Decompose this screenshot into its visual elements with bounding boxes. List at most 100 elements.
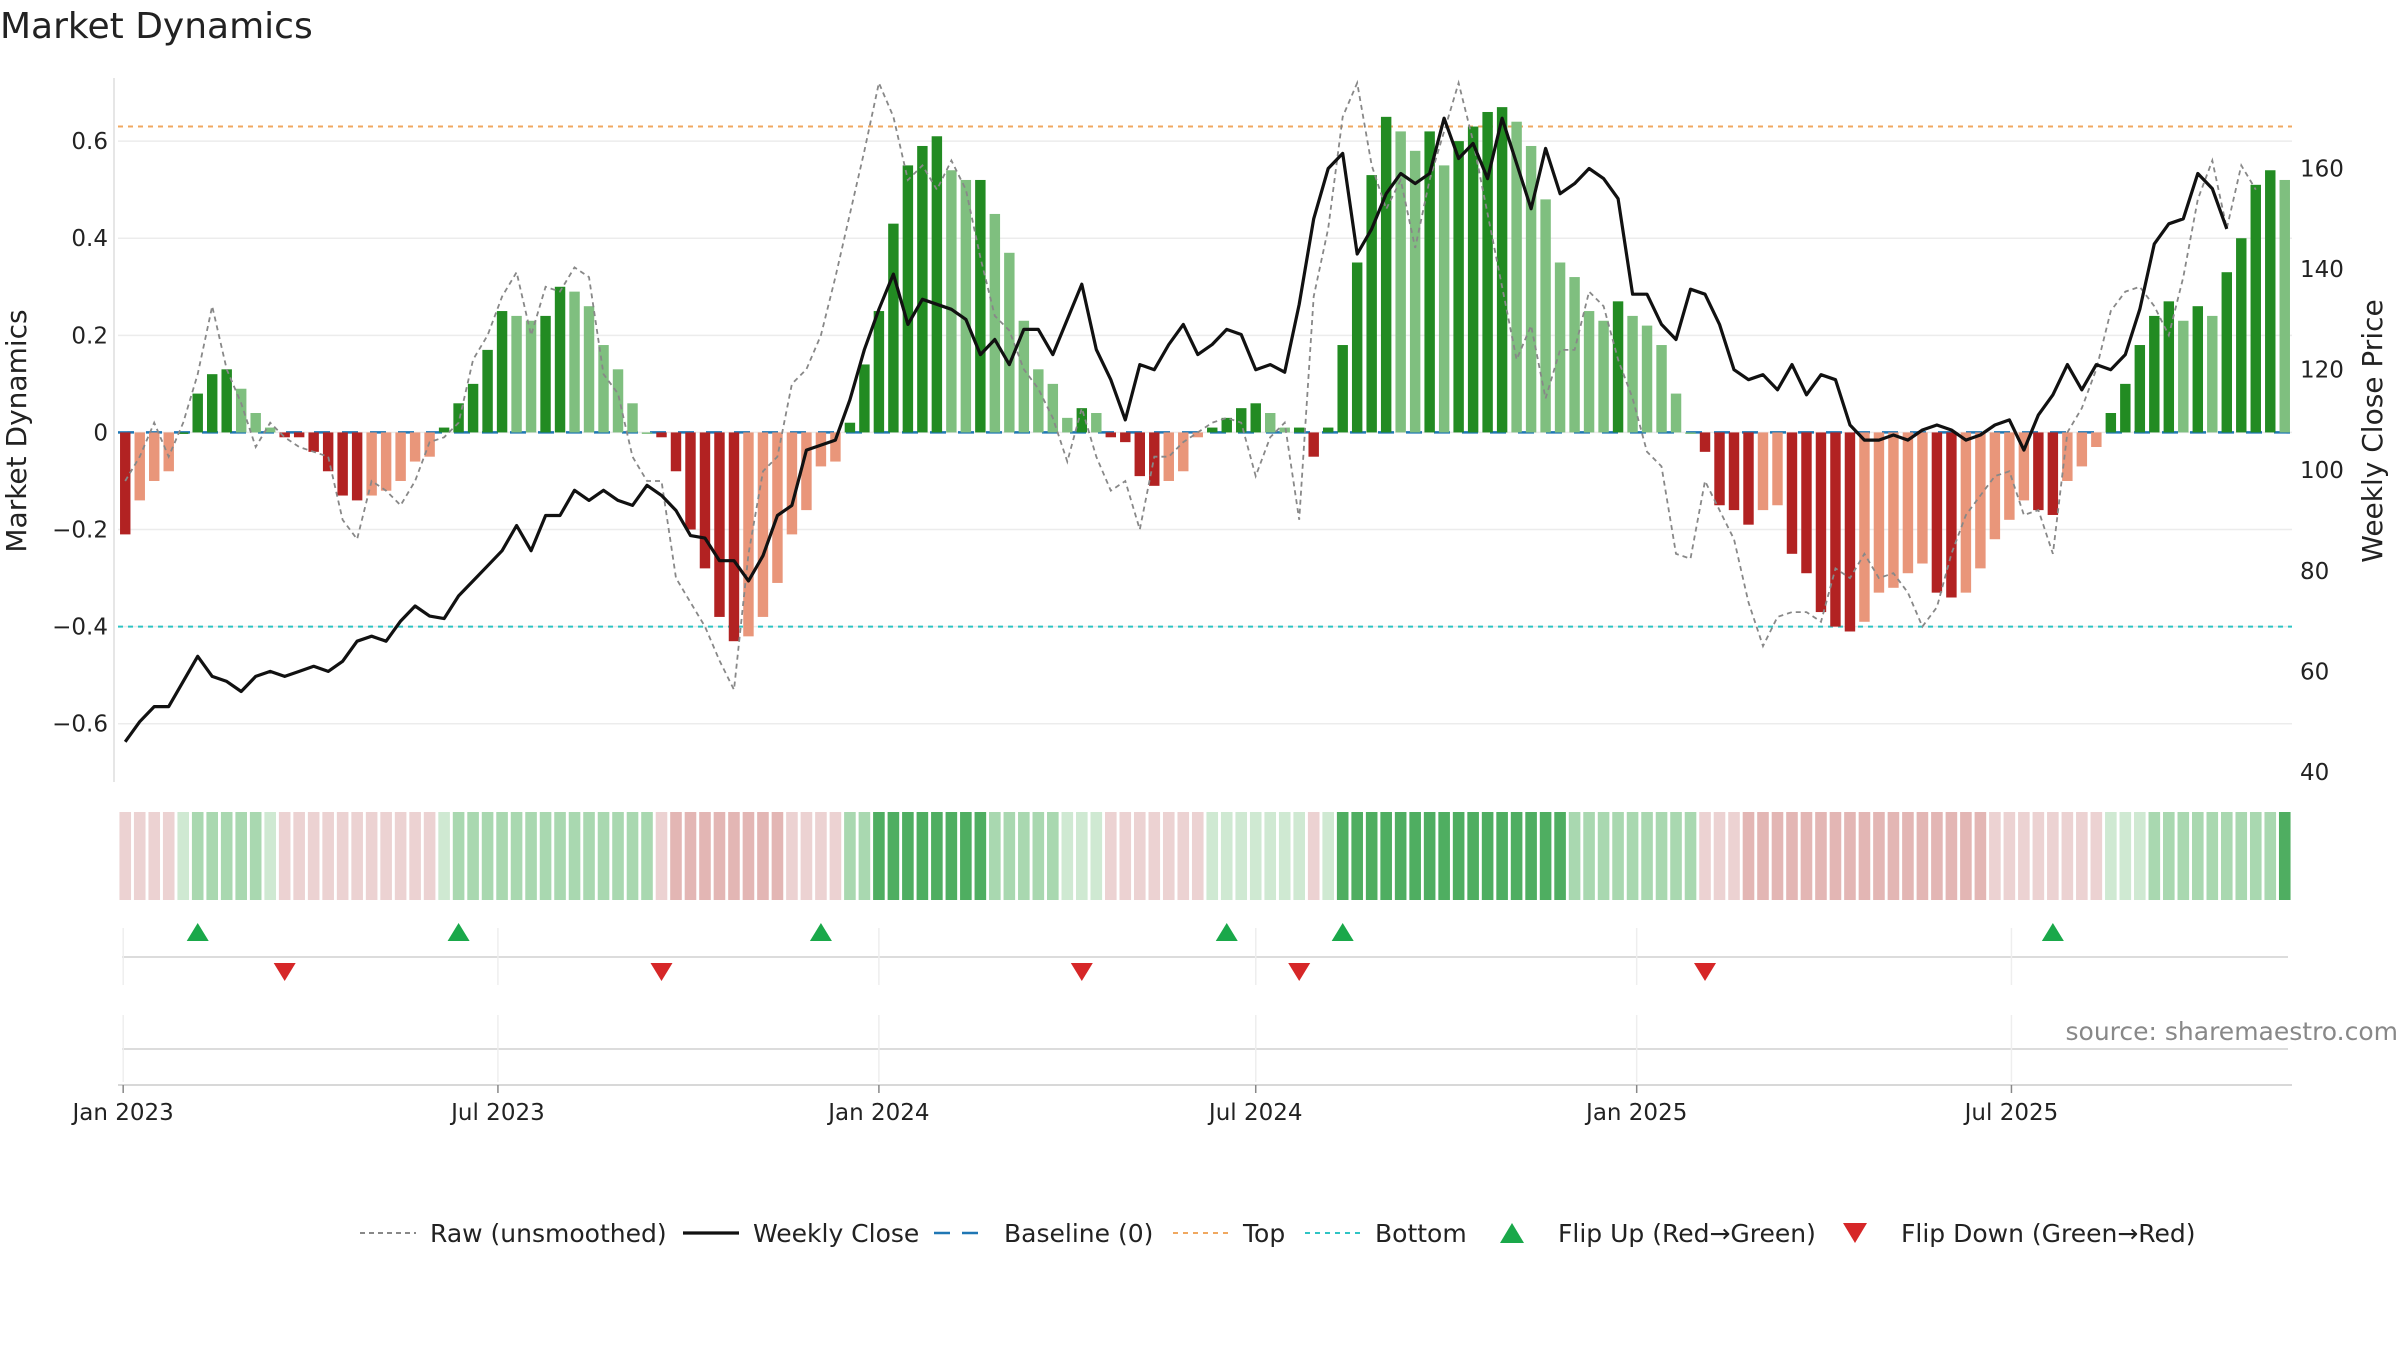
phase-cell <box>945 812 958 900</box>
dynamics-bar <box>149 432 160 481</box>
phase-cell <box>539 812 552 900</box>
dynamics-bar <box>221 369 232 433</box>
dynamics-bar <box>1525 145 1537 433</box>
dynamics-bar <box>1424 131 1435 433</box>
flip-down-marker <box>1070 963 1093 981</box>
dynamics-bar <box>1583 311 1595 433</box>
x-tick-label: Jan 2025 <box>1584 1100 1687 1126</box>
phase-cell <box>2003 812 2016 900</box>
y2-tick-label: 40 <box>2300 760 2329 786</box>
phase-cell <box>1090 812 1103 900</box>
dynamics-bar <box>496 311 508 433</box>
dynamics-bar <box>206 374 218 433</box>
phase-cell <box>1916 812 1929 900</box>
dynamics-bar <box>1917 432 1928 564</box>
phase-cell <box>351 812 363 900</box>
dynamics-bar <box>1569 277 1580 433</box>
dynamics-bar <box>1612 301 1624 433</box>
phase-cell <box>365 812 378 900</box>
y-tick-label: −0.6 <box>52 712 108 738</box>
y-axis-label: Market Dynamics <box>0 309 33 552</box>
dynamics-bar <box>2250 184 2261 433</box>
dynamics-bar <box>975 179 986 433</box>
x-tick-label: Jan 2024 <box>826 1100 929 1126</box>
phase-cell <box>481 812 494 900</box>
phase-cell <box>1873 812 1885 900</box>
phase-cell <box>1104 812 1117 900</box>
dynamics-bar <box>1511 121 1522 433</box>
phase-cell <box>1583 812 1595 900</box>
dynamics-bar <box>1380 116 1392 433</box>
dynamics-bar <box>2221 272 2232 433</box>
phase-cell <box>1061 812 1074 900</box>
dynamics-bar <box>1699 432 1711 452</box>
phase-cell <box>394 812 407 900</box>
phase-cell <box>583 812 595 900</box>
dynamics-bar <box>1265 413 1276 433</box>
dynamics-bar <box>134 432 145 501</box>
dynamics-bar <box>1844 432 1856 632</box>
phase-cell <box>1394 812 1407 900</box>
dynamics-bar <box>1670 393 1682 433</box>
dynamics-bar <box>1540 199 1551 433</box>
dynamics-bar <box>2076 432 2088 467</box>
legend-label: Baseline (0) <box>1004 1219 1153 1248</box>
dynamics-bar <box>293 432 305 438</box>
phase-cell <box>1713 812 1726 900</box>
dynamics-bar <box>163 432 174 472</box>
dynamics-bar <box>2047 432 2059 515</box>
phase-cell <box>1699 812 1711 900</box>
phase-cell <box>2047 812 2059 900</box>
dynamics-bar <box>699 432 711 569</box>
legend-swatch <box>1500 1223 1524 1243</box>
dynamics-bar <box>569 291 580 433</box>
phase-cell <box>684 812 697 900</box>
dynamics-bar <box>1149 432 1160 486</box>
phase-cell <box>2206 812 2219 900</box>
phase-cell <box>1815 812 1827 900</box>
phase-cell <box>1887 812 1900 900</box>
raw-series-line <box>124 79 2257 693</box>
dynamics-bar <box>2236 238 2247 433</box>
left-y-ticks: 0.6 0.4 0.2 0 −0.2 −0.4 −0.6 <box>52 129 108 738</box>
dynamics-bar <box>1482 111 1493 433</box>
phase-cell <box>626 812 639 900</box>
dynamics-bar <box>438 427 450 433</box>
phase-cell <box>742 812 755 900</box>
weekly-close-line <box>123 116 2229 743</box>
dynamics-bar <box>1250 403 1261 433</box>
dynamics-bar <box>743 432 754 637</box>
phase-cell <box>191 812 204 900</box>
dynamics-bar <box>511 315 522 433</box>
dynamics-bar <box>1554 262 1566 433</box>
source-label: source: sharemaestro.com <box>2066 1017 2399 1046</box>
flip-down-marker <box>650 963 673 981</box>
dynamics-bar <box>2120 383 2131 433</box>
dynamics-bar <box>1743 432 1754 525</box>
phase-cell <box>1032 812 1045 900</box>
dynamics-bar <box>1728 432 1740 511</box>
dynamics-bar <box>830 432 841 462</box>
dynamics-bar <box>1888 432 1899 588</box>
dynamics-bar <box>1467 126 1479 433</box>
phase-cell <box>829 812 842 900</box>
dynamics-bar <box>1815 432 1827 613</box>
dynamics-bar <box>757 432 769 617</box>
dynamics-bar <box>1091 413 1102 433</box>
dynamics-bar <box>192 393 203 433</box>
dynamics-bar <box>250 413 261 433</box>
dynamics-bar <box>786 432 798 535</box>
dynamics-bar <box>380 432 392 491</box>
dynamics-bar <box>714 432 725 617</box>
dynamics-bar <box>656 432 667 438</box>
dynamics-bar <box>1946 432 1957 598</box>
phase-cell <box>1655 812 1668 900</box>
y-tick-label: 0.4 <box>71 226 108 252</box>
phase-cell <box>1220 812 1233 900</box>
phase-cell <box>1786 812 1798 900</box>
phase-cell <box>1684 812 1697 900</box>
dynamics-bar <box>1859 432 1870 622</box>
phase-cell <box>2105 812 2117 900</box>
dynamics-bar <box>1395 131 1406 433</box>
phase-cell <box>119 812 132 900</box>
